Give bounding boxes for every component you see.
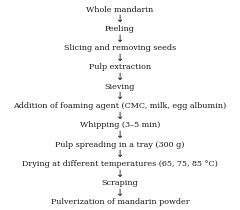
Text: Addition of foaming agent (CMC, milk, egg albumin): Addition of foaming agent (CMC, milk, eg… — [13, 102, 227, 110]
Text: Pulp spreading in a tray (300 g): Pulp spreading in a tray (300 g) — [55, 140, 185, 149]
Text: ↓: ↓ — [116, 111, 124, 121]
Text: ↓: ↓ — [116, 53, 124, 63]
Text: Peeling: Peeling — [105, 25, 135, 33]
Text: Pulverization of mandarin powder: Pulverization of mandarin powder — [51, 198, 189, 206]
Text: ↓: ↓ — [116, 168, 124, 178]
Text: ↓: ↓ — [116, 149, 124, 159]
Text: ↓: ↓ — [116, 188, 124, 198]
Text: Whole mandarin: Whole mandarin — [86, 6, 154, 14]
Text: ↓: ↓ — [116, 14, 124, 24]
Text: ↓: ↓ — [116, 130, 124, 140]
Text: ↓: ↓ — [116, 34, 124, 44]
Text: Slicing and removing seeds: Slicing and removing seeds — [64, 44, 176, 52]
Text: ↓: ↓ — [116, 72, 124, 82]
Text: ↓: ↓ — [116, 91, 124, 101]
Text: Drying at different temperatures (65, 75, 85 °C): Drying at different temperatures (65, 75… — [22, 160, 218, 168]
Text: Scraping: Scraping — [102, 179, 138, 187]
Text: Whipping (3–5 min): Whipping (3–5 min) — [80, 121, 160, 129]
Text: Sieving: Sieving — [105, 83, 135, 91]
Text: Pulp extraction: Pulp extraction — [89, 63, 151, 71]
